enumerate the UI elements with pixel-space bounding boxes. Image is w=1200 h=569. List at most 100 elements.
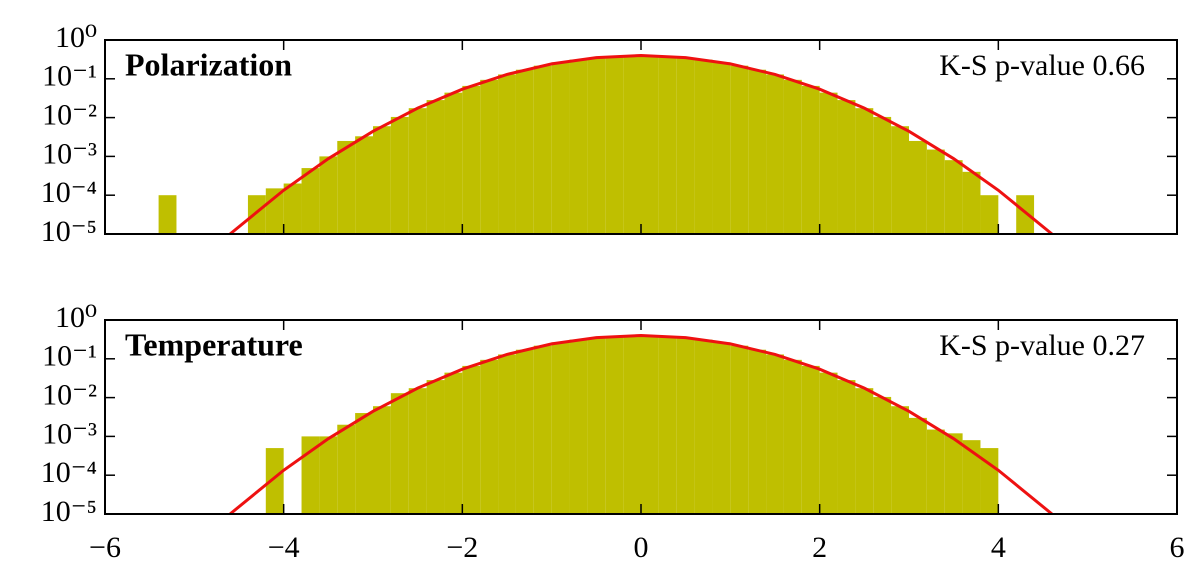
bar xyxy=(390,116,409,234)
bar xyxy=(891,126,909,234)
bar xyxy=(658,336,677,514)
bar xyxy=(408,388,427,514)
bar xyxy=(247,195,266,234)
x-tick-label: 4 xyxy=(991,531,1006,564)
y-tick-label: 10⁻⁴ xyxy=(41,456,97,489)
fit-curve xyxy=(229,53,1053,234)
bar xyxy=(444,92,463,234)
plot-area xyxy=(158,53,1053,234)
bar xyxy=(730,65,749,234)
bar xyxy=(748,349,767,514)
bar xyxy=(658,56,677,234)
y-tick-label: 10⁻⁴ xyxy=(41,176,97,209)
bar xyxy=(158,195,177,234)
bar xyxy=(676,337,695,514)
bar xyxy=(694,59,713,234)
bar xyxy=(855,388,874,514)
x-tick-label: 0 xyxy=(634,531,649,564)
bar xyxy=(283,183,302,234)
bar xyxy=(337,424,356,514)
bar xyxy=(730,345,749,514)
bar xyxy=(533,345,552,514)
x-tick-label: −6 xyxy=(89,531,121,564)
bar xyxy=(623,335,641,514)
x-tick-label: −2 xyxy=(446,531,478,564)
bar xyxy=(944,160,963,234)
bar xyxy=(337,140,356,234)
y-tick-label: 10⁻³ xyxy=(42,417,97,450)
bar xyxy=(480,359,499,514)
plot-area xyxy=(229,333,1053,514)
bar xyxy=(569,59,588,234)
bar xyxy=(1016,195,1035,234)
bar xyxy=(712,62,731,234)
bar xyxy=(605,336,624,514)
fit-curve xyxy=(229,333,1053,514)
bar xyxy=(962,171,981,234)
bar xyxy=(641,55,659,234)
x-tick-label: −4 xyxy=(268,531,300,564)
y-tick-label: 10⁻² xyxy=(42,98,97,131)
y-tick-label: 10⁻⁵ xyxy=(41,495,97,528)
bar xyxy=(819,372,838,514)
bar xyxy=(926,149,945,234)
y-tick-label: 10⁻¹ xyxy=(42,340,97,373)
y-tick-label: 10⁻¹ xyxy=(42,60,97,93)
bar xyxy=(498,74,516,234)
bar xyxy=(783,359,802,514)
bar xyxy=(462,365,481,514)
bar xyxy=(801,365,820,514)
y-tick-label: 10⁻⁵ xyxy=(41,215,97,248)
bar xyxy=(480,79,499,234)
bar xyxy=(926,429,945,514)
bar xyxy=(891,406,909,514)
bar xyxy=(748,69,767,234)
annotation: K-S p-value 0.66 xyxy=(939,49,1145,82)
bar xyxy=(408,108,427,234)
bar xyxy=(944,433,963,514)
bar xyxy=(712,342,731,514)
bar xyxy=(390,393,409,514)
bar xyxy=(873,396,892,514)
bar xyxy=(515,349,534,514)
bar xyxy=(301,168,320,234)
bar xyxy=(515,69,534,234)
bar xyxy=(980,195,999,234)
bar xyxy=(980,448,999,514)
bar xyxy=(551,342,570,514)
bar xyxy=(551,62,570,234)
annotation: K-S p-value 0.27 xyxy=(939,329,1145,362)
bar xyxy=(533,65,552,234)
bar xyxy=(605,56,624,234)
bar xyxy=(641,335,659,514)
x-tick-label: 6 xyxy=(1170,531,1185,564)
bar xyxy=(265,188,284,234)
y-tick-label: 10⁰ xyxy=(55,21,97,54)
bar xyxy=(462,85,481,234)
bar xyxy=(569,339,588,514)
panel-title: Polarization xyxy=(125,46,292,82)
bar xyxy=(587,337,606,514)
bar xyxy=(355,136,373,234)
bar xyxy=(319,436,338,514)
bar xyxy=(623,55,641,234)
bar xyxy=(909,140,927,234)
bar xyxy=(373,126,391,234)
bar xyxy=(837,380,856,514)
bar xyxy=(587,57,606,234)
bar xyxy=(855,108,874,234)
bar xyxy=(426,380,445,514)
y-tick-label: 10⁰ xyxy=(55,301,97,334)
bar xyxy=(909,417,927,514)
bar xyxy=(426,100,445,234)
bar xyxy=(444,372,463,514)
bar xyxy=(819,92,838,234)
bar xyxy=(694,339,713,514)
bar xyxy=(962,440,981,514)
bar xyxy=(373,406,391,514)
y-tick-label: 10⁻² xyxy=(42,378,97,411)
bar xyxy=(783,79,802,234)
bar xyxy=(355,413,373,514)
